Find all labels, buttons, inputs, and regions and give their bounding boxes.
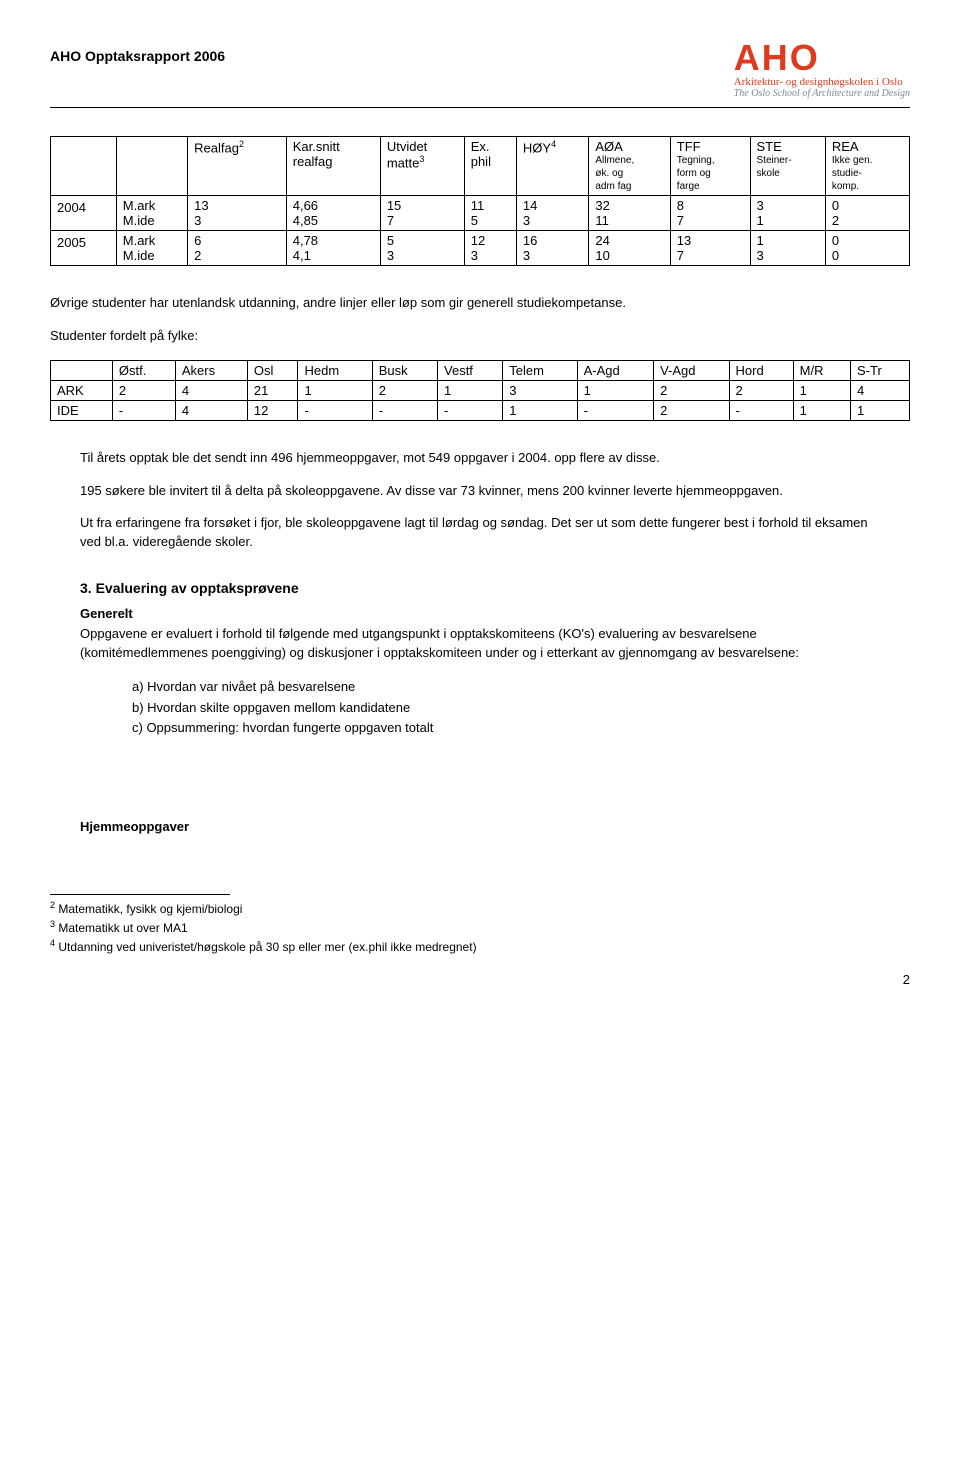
fylke-table-body: ARK2421121312214IDE-412---1-2-11 <box>51 380 910 420</box>
page-number: 2 <box>50 972 910 987</box>
footnote: 2 Matematikk, fysikk og kjemi/biologi <box>50 899 910 918</box>
paragraph-fylke-intro: Studenter fordelt på fylke: <box>50 327 910 346</box>
evaluation-item-a: a) Hvordan var nivået på besvarelsene <box>132 677 880 698</box>
table-header: Utvidetmatte3 <box>380 137 464 196</box>
table-row: IDE-412---1-2-11 <box>51 400 910 420</box>
table-row: ARK2421121312214 <box>51 380 910 400</box>
footnote: 4 Utdanning ved univeristet/høgskole på … <box>50 937 910 956</box>
page-header: AHO Opptaksrapport 2006 AHO Arkitektur- … <box>50 40 910 99</box>
table-header: REAIkke gen.studie-komp. <box>825 137 909 196</box>
table-header: M/R <box>793 360 850 380</box>
subjects-table-head: Realfag2Kar.snittrealfagUtvidetmatte3Ex.… <box>51 137 910 196</box>
table-header: TFFTegning,form ogfarge <box>670 137 750 196</box>
table-header: A-Agd <box>577 360 654 380</box>
footnote-rule <box>50 894 230 895</box>
header-rule <box>50 107 910 108</box>
evaluation-item-b: b) Hvordan skilte oppgaven mellom kandid… <box>132 698 880 719</box>
table-header: Kar.snittrealfag <box>286 137 380 196</box>
table-header: Telem <box>503 360 577 380</box>
aho-logo: AHO Arkitektur- og designhøgskolen i Osl… <box>734 40 910 99</box>
table-header: AØAAllmene,øk. ogadm fag <box>589 137 670 196</box>
body-text-block: Til årets opptak ble det sendt inn 496 h… <box>80 449 880 834</box>
table-header: Østf. <box>112 360 175 380</box>
paragraph-invited: 195 søkere ble invitert til å delta på s… <box>80 482 880 501</box>
table-header: V-Agd <box>654 360 729 380</box>
logo-subtitle-en: The Oslo School of Architecture and Desi… <box>734 88 910 99</box>
table-header: Hord <box>729 360 793 380</box>
evaluation-list: a) Hvordan var nivået på besvarelsene b)… <box>132 677 880 739</box>
section-3-intro: Oppgavene er evaluert i forhold til følg… <box>80 625 880 663</box>
footnotes: 2 Matematikk, fysikk og kjemi/biologi3 M… <box>50 899 910 956</box>
table-row: 2005M.arkM.ide624,784,153123163241013713… <box>51 231 910 266</box>
subjects-table-body: 2004M.arkM.ide1334,664,85157115143321187… <box>51 196 910 266</box>
report-title: AHO Opptaksrapport 2006 <box>50 40 225 64</box>
fylke-table-head: Østf.AkersOslHedmBuskVestfTelemA-AgdV-Ag… <box>51 360 910 380</box>
table-header: Busk <box>372 360 437 380</box>
table-header: Osl <box>247 360 298 380</box>
paragraph-foreign-education: Øvrige studenter har utenlandsk utdannin… <box>50 294 910 313</box>
table-header: STESteiner-skole <box>750 137 825 196</box>
hjemmeoppgaver-heading: Hjemmeoppgaver <box>80 819 880 834</box>
table-row: 2004M.arkM.ide1334,664,85157115143321187… <box>51 196 910 231</box>
table-header <box>51 360 113 380</box>
table-header: Akers <box>175 360 247 380</box>
footnote: 3 Matematikk ut over MA1 <box>50 918 910 937</box>
table-header: S-Tr <box>851 360 910 380</box>
logo-text: AHO <box>734 40 910 76</box>
table-header: HØY4 <box>516 137 588 196</box>
paragraph-weekend: Ut fra erfaringene fra forsøket i fjor, … <box>80 514 880 552</box>
table-header: Realfag2 <box>188 137 287 196</box>
table-header: Ex.phil <box>464 137 516 196</box>
table-header: Hedm <box>298 360 372 380</box>
section-3-title: 3. Evaluering av opptaksprøvene <box>80 580 880 596</box>
fylke-table: Østf.AkersOslHedmBuskVestfTelemA-AgdV-Ag… <box>50 360 910 421</box>
evaluation-item-c: c) Oppsummering: hvordan fungerte oppgav… <box>132 718 880 739</box>
paragraph-submissions: Til årets opptak ble det sendt inn 496 h… <box>80 449 880 468</box>
table-header: Vestf <box>438 360 503 380</box>
logo-subtitle-no: Arkitektur- og designhøgskolen i Oslo <box>734 76 910 88</box>
subjects-table: Realfag2Kar.snittrealfagUtvidetmatte3Ex.… <box>50 136 910 266</box>
section-3-subtitle: Generelt <box>80 606 880 621</box>
